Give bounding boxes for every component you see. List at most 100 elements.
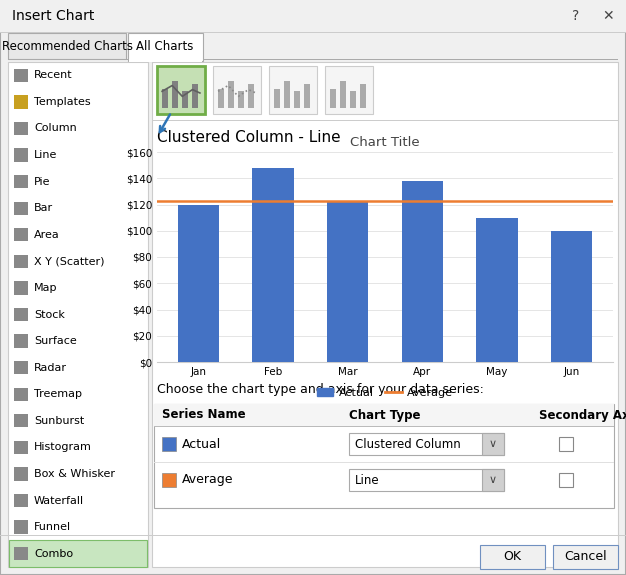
Text: Choose the chart type and axis for your data series:: Choose the chart type and axis for your … <box>157 384 484 397</box>
Bar <box>213 66 261 114</box>
Text: Stock: Stock <box>34 309 65 320</box>
Bar <box>172 81 178 108</box>
Bar <box>9 540 147 567</box>
Bar <box>304 84 310 108</box>
Text: Histogram: Histogram <box>34 442 92 453</box>
Text: Combo: Combo <box>34 549 73 559</box>
Bar <box>294 91 300 108</box>
Text: ?: ? <box>572 9 580 23</box>
Bar <box>349 469 504 491</box>
Bar <box>162 89 168 108</box>
Bar <box>154 462 614 463</box>
Text: Funnel: Funnel <box>34 522 71 532</box>
Bar <box>0 0 626 32</box>
Bar <box>482 469 504 491</box>
Bar <box>325 66 373 114</box>
Text: Pie: Pie <box>34 177 51 187</box>
Text: Surface: Surface <box>34 336 77 346</box>
Bar <box>14 494 28 507</box>
Bar <box>228 81 234 108</box>
Text: Column: Column <box>34 124 77 133</box>
Text: Templates: Templates <box>34 97 91 107</box>
Bar <box>274 89 280 108</box>
Bar <box>559 437 573 451</box>
Bar <box>476 217 518 362</box>
Text: Area: Area <box>34 230 59 240</box>
Text: Actual: Actual <box>182 438 221 450</box>
Bar <box>269 66 317 114</box>
Bar <box>154 404 614 426</box>
Bar <box>162 473 176 487</box>
Bar <box>361 84 366 108</box>
Bar <box>129 59 202 62</box>
Text: Secondary Axis: Secondary Axis <box>539 408 626 421</box>
Text: X Y (Scatter): X Y (Scatter) <box>34 256 105 266</box>
Bar <box>559 473 573 487</box>
Bar <box>14 467 28 481</box>
Bar <box>128 33 203 61</box>
Title: Chart Title: Chart Title <box>350 136 420 150</box>
Text: Box & Whisker: Box & Whisker <box>34 469 115 479</box>
Bar <box>152 120 618 121</box>
Bar <box>553 545 618 569</box>
Text: ∨: ∨ <box>489 439 497 449</box>
Text: ✕: ✕ <box>602 9 614 23</box>
Bar <box>157 66 205 114</box>
Text: Chart Type: Chart Type <box>349 408 421 421</box>
Text: Recommended Charts: Recommended Charts <box>1 40 133 52</box>
Bar <box>14 122 28 135</box>
Bar <box>152 62 618 567</box>
Bar <box>340 81 346 108</box>
Bar <box>284 81 290 108</box>
Bar <box>249 84 254 108</box>
Bar <box>14 308 28 321</box>
Bar <box>14 441 28 454</box>
Bar <box>0 535 626 536</box>
Bar <box>178 205 219 362</box>
Text: Radar: Radar <box>34 363 67 373</box>
Bar <box>14 547 28 561</box>
Bar <box>480 545 545 569</box>
Bar <box>482 433 504 455</box>
Bar <box>551 231 592 362</box>
Bar <box>14 175 28 188</box>
Bar <box>129 59 202 61</box>
Bar <box>154 404 614 508</box>
Text: Treemap: Treemap <box>34 389 82 399</box>
Bar <box>14 228 28 242</box>
Bar <box>252 168 294 362</box>
Text: Waterfall: Waterfall <box>34 496 84 505</box>
Text: OK: OK <box>503 550 521 564</box>
Bar <box>14 281 28 294</box>
Bar <box>14 148 28 162</box>
Text: Cancel: Cancel <box>564 550 607 564</box>
Text: Map: Map <box>34 283 58 293</box>
Bar <box>14 95 28 109</box>
Text: Insert Chart: Insert Chart <box>12 9 95 23</box>
Bar <box>14 202 28 215</box>
Text: Series Name: Series Name <box>162 408 245 421</box>
Text: Bar: Bar <box>34 203 53 213</box>
Text: ∨: ∨ <box>489 475 497 485</box>
Bar <box>182 91 188 108</box>
Bar <box>14 388 28 401</box>
Bar <box>402 181 443 362</box>
Bar <box>8 33 126 59</box>
Text: Clustered Column - Line: Clustered Column - Line <box>157 131 341 145</box>
Text: Recent: Recent <box>34 70 73 80</box>
Text: Clustered Column: Clustered Column <box>355 438 461 450</box>
Bar <box>218 89 224 108</box>
Text: Average: Average <box>182 473 233 486</box>
Bar <box>14 414 28 427</box>
Bar <box>14 335 28 348</box>
Bar <box>14 361 28 374</box>
Legend: Actual, Average: Actual, Average <box>312 384 458 402</box>
Bar <box>330 89 336 108</box>
Bar <box>162 437 176 451</box>
Text: Line: Line <box>34 150 58 160</box>
Bar <box>14 255 28 268</box>
Bar <box>239 91 244 108</box>
Bar <box>327 202 368 362</box>
Bar <box>8 62 148 567</box>
Text: Line: Line <box>355 473 379 486</box>
